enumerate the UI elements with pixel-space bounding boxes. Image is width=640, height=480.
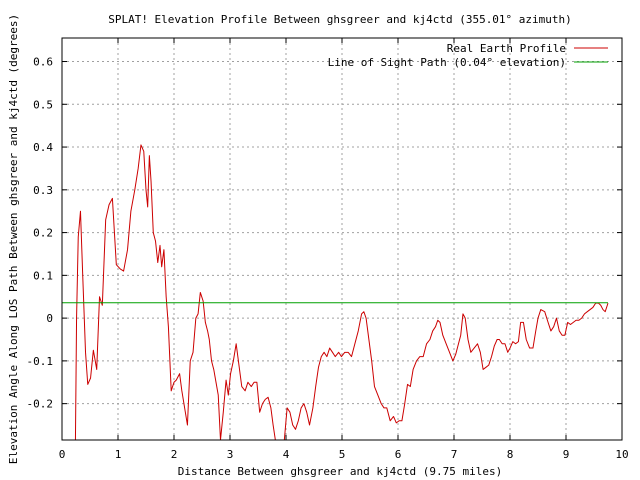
chart-title: SPLAT! Elevation Profile Between ghsgree… — [108, 13, 572, 26]
y-tick-label: 0.5 — [33, 98, 53, 111]
axis-ticks: 0 1 2 3 4 5 6 7 8 9 10 -0.2 -0.1 0 0.1 0.2 0.3 0.4 0.5 0.6 — [27, 38, 629, 461]
series-line-real-earth-profile — [74, 144, 609, 440]
legend: Real Earth Profile Line of Sight Path (0… — [328, 42, 608, 69]
y-tick-label: 0 — [46, 312, 53, 325]
y-tick-label: 0.1 — [33, 269, 53, 282]
y-tick-label: 0.2 — [33, 227, 53, 240]
y-axis-label: Elevation Angle Along LOS Path Between g… — [7, 14, 20, 464]
x-tick-label: 1 — [115, 448, 122, 461]
grid-lines — [62, 38, 622, 440]
x-tick-label: 10 — [615, 448, 628, 461]
x-tick-label: 8 — [507, 448, 514, 461]
legend-label-real-earth-profile: Real Earth Profile — [447, 42, 566, 55]
x-tick-label: 2 — [171, 448, 178, 461]
x-tick-label: 0 — [59, 448, 66, 461]
y-tick-label: 0.6 — [33, 56, 53, 69]
y-tick-label: -0.1 — [27, 355, 54, 368]
x-tick-label: 7 — [451, 448, 458, 461]
x-tick-label: 5 — [339, 448, 346, 461]
y-tick-label: 0.3 — [33, 184, 53, 197]
y-tick-label: 0.4 — [33, 141, 53, 154]
legend-label-line-of-sight-path: Line of Sight Path (0.04° elevation) — [328, 56, 566, 69]
x-tick-label: 6 — [395, 448, 402, 461]
x-tick-label: 3 — [227, 448, 234, 461]
x-tick-label: 4 — [283, 448, 290, 461]
y-tick-label: -0.2 — [27, 398, 54, 411]
series-layer — [62, 144, 609, 440]
x-axis-label: Distance Between ghsgreer and kj4ctd (9.… — [178, 465, 503, 478]
x-tick-label: 9 — [563, 448, 570, 461]
